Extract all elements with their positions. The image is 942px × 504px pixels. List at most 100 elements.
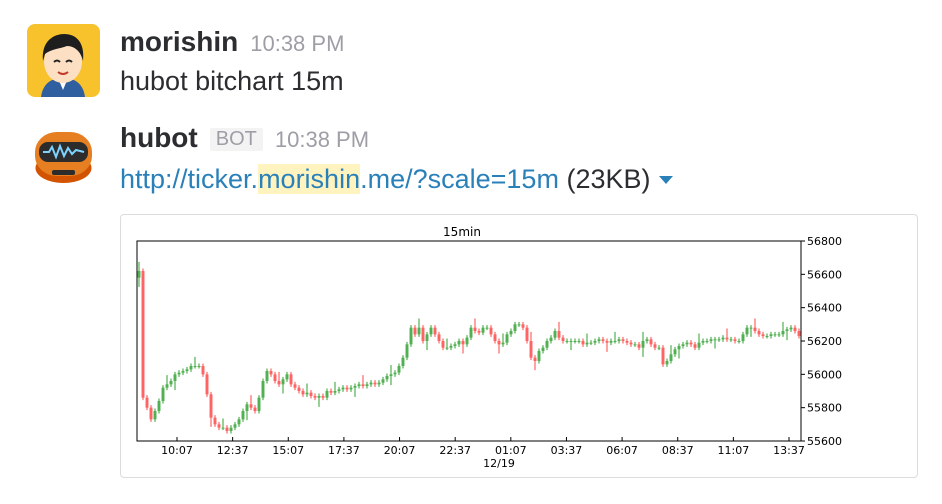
candle-body — [509, 331, 513, 335]
candle-body — [261, 381, 265, 398]
candle-body — [513, 324, 517, 331]
candle-body — [565, 341, 569, 342]
candle-body — [697, 342, 701, 348]
candle-body — [177, 372, 181, 375]
candle-body — [397, 366, 401, 373]
link-highlight[interactable]: morishin — [258, 164, 361, 194]
candle-body — [477, 331, 481, 333]
candle-body — [605, 341, 609, 343]
candle-body — [681, 344, 685, 346]
author-morishin[interactable]: morishin — [120, 26, 239, 57]
author-name[interactable]: morishin 10:38 PM — [120, 26, 344, 58]
author-name[interactable]: hubot BOT 10:38 PM — [120, 122, 369, 154]
candle-body — [401, 357, 405, 366]
candle-body — [733, 339, 737, 341]
candle-body — [217, 424, 221, 428]
candle-body — [589, 342, 593, 344]
candle-body — [705, 341, 709, 342]
candle-body — [561, 337, 565, 341]
caret-down-icon[interactable] — [658, 176, 673, 184]
timestamp[interactable]: 10:38 PM — [274, 127, 370, 152]
candle-body — [257, 397, 261, 411]
candle-body — [289, 374, 293, 385]
x-tick-label: 01:07 — [495, 444, 527, 457]
x-tick-label: 17:37 — [328, 444, 360, 457]
candle-body — [781, 331, 785, 335]
candle-body — [789, 327, 793, 330]
candle-body — [797, 331, 801, 336]
image-preview[interactable]: 15min 55600 55800 56000 56200 56400 56600 5680… — [120, 214, 918, 478]
candle-body — [609, 341, 613, 343]
y-tick-label: 55800 — [807, 402, 842, 415]
candle-body — [689, 342, 693, 345]
candle-body — [729, 339, 733, 341]
candle-body — [345, 387, 349, 390]
candle-body — [393, 372, 397, 375]
candle-body — [461, 341, 465, 345]
avatar-hubot[interactable] — [27, 122, 100, 195]
candle-body — [161, 387, 165, 401]
candle-body — [357, 384, 361, 386]
candle-body — [169, 381, 173, 385]
candle-body — [677, 346, 681, 350]
candle-body — [281, 379, 285, 385]
candle-body — [301, 391, 305, 395]
candle-body — [453, 344, 457, 346]
avatar-morishin-icon — [27, 24, 100, 97]
candle-body — [541, 347, 545, 351]
x-tick-label: 13:37 — [773, 444, 805, 457]
candle-body — [141, 271, 145, 398]
avatar-morishin[interactable] — [27, 24, 100, 97]
candle-body — [785, 329, 789, 331]
candle-body — [665, 361, 669, 365]
candle-body — [569, 341, 573, 342]
candle-body — [273, 374, 277, 381]
candle-body — [329, 391, 333, 393]
chart-link[interactable]: http://ticker.morishin.me/?scale=15m — [120, 164, 559, 194]
candle-body — [157, 401, 161, 411]
candle-body — [457, 341, 461, 345]
candle-body — [521, 324, 525, 328]
candle-body — [341, 387, 345, 390]
candle-body — [673, 349, 677, 355]
link-prefix[interactable]: http://ticker. — [120, 164, 259, 194]
candle-body — [537, 351, 541, 361]
candle-body — [241, 411, 245, 420]
candle-body — [633, 344, 637, 346]
candle-body — [381, 379, 385, 383]
y-tick-label: 56000 — [807, 368, 842, 381]
x-tick-label: 06:07 — [606, 444, 638, 457]
candle-body — [373, 382, 377, 385]
candle-body — [545, 341, 549, 348]
candle-body — [653, 344, 657, 348]
candle-body — [205, 374, 209, 395]
x-date-label: 12/19 — [483, 457, 515, 470]
candle-body — [661, 347, 665, 365]
candle-body — [649, 339, 653, 345]
candle-body — [377, 382, 381, 385]
file-size: (23KB) — [566, 164, 651, 194]
candle-body — [321, 396, 325, 398]
candle-body — [361, 384, 365, 386]
x-tick-label: 15:07 — [272, 444, 304, 457]
candle-body — [193, 366, 197, 367]
candle-body — [433, 327, 437, 335]
candle-body — [253, 407, 257, 411]
candle-body — [389, 374, 393, 376]
link-suffix[interactable]: .me/?scale=15m — [360, 164, 559, 194]
candle-body — [145, 397, 149, 408]
candle-body — [445, 347, 449, 349]
candle-body — [777, 334, 781, 336]
candle-body — [553, 331, 557, 338]
candle-body — [717, 339, 721, 341]
author-hubot[interactable]: hubot — [120, 122, 198, 153]
message-text: http://ticker.morishin.me/?scale=15m (23… — [120, 164, 673, 195]
candle-body — [229, 427, 233, 431]
timestamp[interactable]: 10:38 PM — [250, 31, 345, 56]
candle-body — [773, 334, 777, 336]
candle-body — [365, 384, 369, 386]
x-tick-label: 12:37 — [217, 444, 249, 457]
y-tick-label: 55600 — [807, 435, 842, 448]
candle-body — [221, 427, 225, 429]
candle-body — [721, 337, 725, 340]
